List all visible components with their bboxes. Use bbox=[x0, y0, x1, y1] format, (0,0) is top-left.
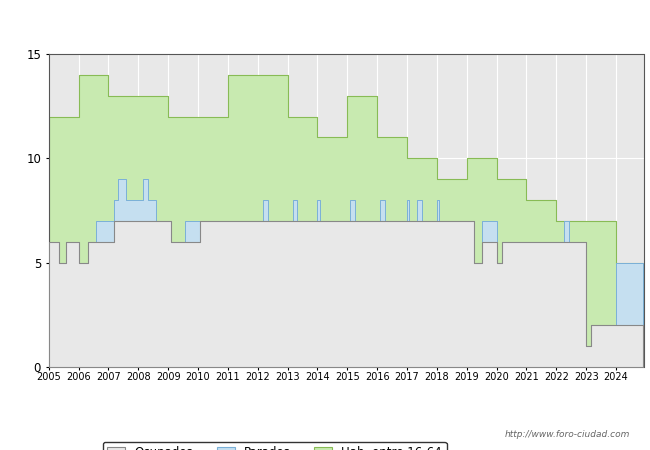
Text: Blasconuño de Matacabras - Evolucion de la poblacion en edad de Trabajar Noviemb: Blasconuño de Matacabras - Evolucion de … bbox=[53, 18, 597, 29]
Legend: Ocupados, Parados, Hab. entre 16-64: Ocupados, Parados, Hab. entre 16-64 bbox=[103, 441, 447, 450]
Text: http://www.foro-ciudad.com: http://www.foro-ciudad.com bbox=[505, 430, 630, 439]
